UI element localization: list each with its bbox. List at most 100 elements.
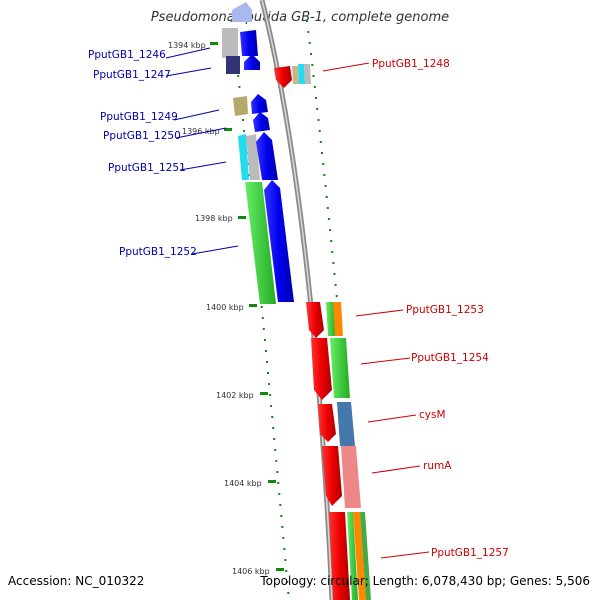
- gene-feature: [232, 2, 252, 22]
- accession-text: Accession: NC_010322: [8, 574, 145, 588]
- gene-label: cysM: [419, 409, 446, 421]
- coordinate-label: 1404 kbp: [224, 479, 262, 488]
- gene-feature: [292, 66, 299, 84]
- coordinate-label: 1402 kbp: [216, 391, 254, 400]
- tick-mark: [247, 174, 250, 176]
- tick-mark: [230, 20, 233, 22]
- tick-mark: [317, 119, 320, 121]
- gene-feature: [226, 56, 240, 74]
- leader-line: [191, 245, 239, 255]
- gene-label: PputGB1_1249: [100, 111, 178, 123]
- leader-line: [179, 161, 227, 171]
- coordinate-tick: [260, 392, 268, 395]
- tick-mark: [321, 152, 323, 154]
- tick-mark: [260, 306, 263, 308]
- tick-mark: [286, 581, 289, 583]
- tick-mark: [324, 185, 327, 187]
- backbone-inner: [261, 0, 333, 600]
- coordinate-tick: [249, 304, 257, 307]
- tick-mark: [283, 548, 286, 550]
- tick-mark: [327, 218, 330, 220]
- tick-mark: [325, 196, 328, 198]
- coordinate-label: 1398 kbp: [195, 214, 233, 223]
- gene-label: PputGB1_1252: [119, 246, 197, 258]
- coordinate-tick: [238, 216, 246, 219]
- tick-mark: [238, 86, 241, 88]
- gene-feature: [337, 402, 355, 446]
- gene-label: PputGB1_1253: [406, 304, 484, 316]
- gene-feature: [245, 182, 276, 304]
- tick-mark: [316, 108, 319, 110]
- tick-mark: [284, 559, 287, 561]
- tick-mark: [285, 570, 288, 572]
- coordinate-tick: [224, 128, 232, 131]
- tick-mark: [273, 438, 276, 440]
- tick-mark: [331, 251, 334, 253]
- tick-mark: [243, 130, 246, 132]
- gene-feature: [353, 512, 366, 600]
- leader-line: [175, 127, 227, 139]
- tick-mark: [276, 471, 279, 473]
- coordinate-label: 1394 kbp: [168, 41, 206, 50]
- gene-label: rumA: [423, 460, 452, 472]
- tick-mark: [272, 427, 275, 429]
- tick-mark: [329, 229, 332, 231]
- tick-mark: [318, 130, 321, 132]
- gene-label: PputGB1_1257: [431, 547, 509, 559]
- coordinate-label: 1396 kbp: [182, 127, 220, 136]
- tick-mark: [266, 361, 268, 363]
- tick-mark: [268, 383, 271, 385]
- gene-feature: [360, 512, 371, 600]
- genome-summary-text: Topology: circular; Length: 6,078,430 bp…: [260, 574, 590, 588]
- coordinate-label: 1400 kbp: [206, 303, 244, 312]
- leader-line: [360, 357, 411, 365]
- gene-feature: [240, 30, 258, 56]
- gene-feature: [298, 64, 305, 84]
- tick-mark: [280, 515, 283, 517]
- gene-feature: [333, 302, 343, 336]
- tick-mark: [269, 394, 272, 396]
- tick-mark: [326, 207, 329, 209]
- tick-mark: [319, 141, 322, 143]
- gene-feature: [329, 512, 350, 600]
- leader-line: [371, 465, 421, 474]
- tick-mark: [261, 317, 264, 319]
- leader-line: [165, 47, 211, 59]
- tick-mark: [307, 31, 310, 33]
- leader-line: [355, 309, 404, 317]
- gene-feature: [222, 28, 238, 58]
- gene-feature: [253, 112, 270, 132]
- gene-label: PputGB1_1251: [108, 162, 186, 174]
- coordinate-tick: [210, 42, 218, 45]
- tick-mark: [315, 97, 317, 99]
- tick-mark: [282, 537, 285, 539]
- gene-feature: [244, 54, 260, 70]
- tick-mark: [281, 526, 284, 528]
- gene-feature: [264, 180, 294, 302]
- gene-feature: [318, 404, 336, 442]
- coordinate-tick: [276, 568, 284, 571]
- gene-feature: [233, 96, 248, 116]
- tick-mark: [263, 339, 266, 341]
- tick-mark: [335, 295, 338, 297]
- tick-mark: [237, 75, 240, 77]
- tick-mark: [275, 460, 278, 462]
- coordinate-label: 1406 kbp: [232, 567, 270, 576]
- tick-mark: [333, 273, 336, 275]
- tick-mark: [271, 416, 274, 418]
- gene-label: PputGB1_1248: [372, 58, 450, 70]
- tick-mark: [278, 493, 281, 495]
- tick-mark: [334, 284, 337, 286]
- tick-mark: [287, 592, 290, 594]
- gene-feature: [322, 446, 342, 506]
- tick-mark: [267, 372, 269, 374]
- tick-mark: [310, 53, 312, 55]
- gene-feature: [251, 94, 268, 114]
- gene-label: PputGB1_1247: [93, 69, 171, 81]
- coordinate-tick: [268, 480, 276, 483]
- gene-feature: [238, 134, 249, 180]
- tick-mark: [277, 482, 280, 484]
- tick-mark: [311, 64, 314, 66]
- tick-mark: [330, 240, 333, 242]
- leader-line: [367, 414, 417, 423]
